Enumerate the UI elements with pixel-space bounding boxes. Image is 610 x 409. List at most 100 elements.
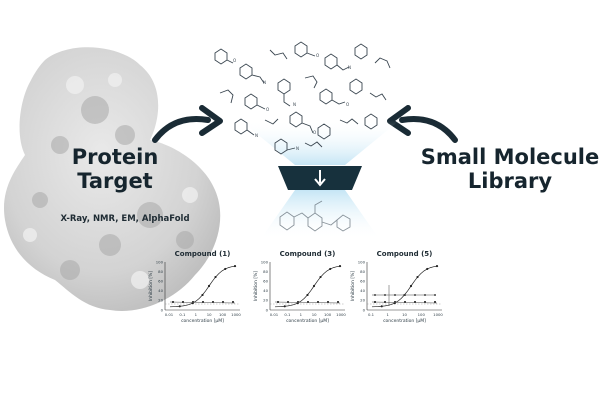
x-tick-label: 0.01	[270, 312, 279, 317]
flat-point	[232, 301, 234, 303]
y-tick-label: 60	[263, 279, 268, 284]
flat-curve	[371, 301, 438, 304]
x-tick-label: 0.01	[165, 312, 174, 317]
third-point	[394, 294, 396, 296]
curve-point	[207, 284, 211, 288]
flat-point	[394, 301, 396, 303]
plot-compound-5: Compound (5) 100 80 60 40 20 00.1 1 10 100 1000 con…	[350, 250, 443, 324]
curve-point	[329, 267, 332, 271]
y-axis-label: Inhibition [%]	[350, 271, 356, 301]
x-tick-label: 1	[387, 312, 390, 317]
x-tick-label: 10	[402, 312, 407, 317]
flat-point	[307, 301, 309, 303]
third-point	[424, 294, 426, 296]
x-tick-label: 0.1	[368, 312, 375, 317]
plot-compound-1: Compound (1) 100 80 60 40 20 00.01 0.1 1 10 100 100…	[148, 250, 241, 324]
x-tick-label: 0.1	[179, 312, 186, 317]
x-tick-label: 10	[312, 312, 317, 317]
y-tick-label: 60	[360, 279, 365, 284]
x-tick-label: 10	[207, 312, 212, 317]
library-title-line1: Small Molecule	[420, 145, 600, 169]
curve-point	[409, 284, 413, 288]
x-tick-label: 100	[324, 312, 332, 317]
x-axis-label: concentration [µM]	[383, 318, 426, 324]
y-tick-label: 0	[363, 307, 366, 312]
flat-point	[327, 301, 329, 303]
third-point	[414, 294, 416, 296]
flat-point	[414, 301, 416, 303]
flat-point	[337, 301, 339, 303]
curve-point	[233, 264, 237, 268]
curve-point	[214, 275, 217, 279]
x-tick-label: 1	[195, 312, 198, 317]
svg-text:N: N	[348, 65, 351, 70]
curve-point	[380, 305, 383, 308]
svg-text:N: N	[296, 146, 299, 151]
curve-point	[224, 267, 227, 271]
flat-curve	[274, 301, 341, 304]
curve-point	[306, 293, 309, 297]
svg-text:N: N	[255, 133, 258, 138]
third-point	[434, 294, 436, 296]
x-tick-label: 100	[418, 312, 426, 317]
library-title-line2: Library	[467, 168, 553, 193]
flat-point	[404, 301, 406, 303]
curve-point	[319, 275, 322, 279]
x-tick-label: 1000	[433, 312, 443, 317]
y-tick-label: 20	[158, 298, 163, 303]
curve-point	[416, 275, 419, 279]
curve-point	[178, 305, 181, 308]
curve-point	[435, 264, 439, 268]
flat-point	[317, 301, 319, 303]
x-axis-label: concentration [µM]	[181, 318, 224, 324]
molecule-library-sketches: O N O N O N O N O N	[214, 41, 391, 155]
sigmoid-curve	[371, 265, 438, 308]
y-tick-label: 80	[158, 269, 163, 274]
curve-point	[426, 267, 429, 271]
x-tick-label: 1000	[231, 312, 241, 317]
flat-point	[192, 301, 194, 303]
y-tick-label: 100	[156, 259, 164, 264]
plot-title: Compound (3)	[280, 250, 336, 258]
svg-text:O: O	[313, 130, 316, 135]
y-tick-label: 20	[360, 298, 365, 303]
y-axis-label: Inhibition [%]	[148, 271, 154, 301]
plot-title: Compound (1)	[175, 250, 231, 258]
y-tick-label: 100	[358, 259, 366, 264]
svg-text:N: N	[293, 102, 296, 107]
flat-point	[202, 301, 204, 303]
flat-point	[434, 301, 436, 303]
flat-point	[212, 301, 214, 303]
curve-point	[283, 305, 286, 308]
protein-methods-label: X-Ray, NMR, EM, AlphaFold	[60, 214, 190, 224]
protein-title-line2: Target	[77, 168, 153, 193]
third-point	[374, 294, 376, 296]
left-curved-arrow-icon	[152, 105, 223, 143]
hit-molecule-sketch	[279, 200, 351, 232]
y-tick-label: 20	[263, 298, 268, 303]
protein-title-line1: Protein	[71, 145, 159, 169]
sigmoid-curve	[274, 265, 341, 308]
curve-point	[201, 293, 204, 297]
flat-point	[297, 301, 299, 303]
sigmoid-curve	[169, 265, 236, 308]
flat-point	[424, 301, 426, 303]
flat-curve	[169, 301, 236, 304]
flat-point	[222, 301, 224, 303]
y-tick-label: 0	[266, 307, 269, 312]
x-tick-label: 1	[300, 312, 303, 317]
curve-point	[312, 284, 316, 288]
x-tick-label: 0.1	[284, 312, 291, 317]
x-tick-label: 100	[219, 312, 227, 317]
y-tick-label: 40	[158, 288, 163, 293]
small-molecule-library-title: Small Molecule Library	[410, 145, 610, 193]
y-tick-label: 40	[263, 288, 268, 293]
curve-point	[338, 264, 342, 268]
y-axis-label: Inhibition [%]	[253, 271, 259, 301]
protein-surface-image	[4, 47, 221, 311]
svg-text:O: O	[346, 102, 349, 107]
y-tick-label: 40	[360, 288, 365, 293]
svg-text:O: O	[316, 53, 319, 58]
protein-target-title: Protein Target	[50, 145, 180, 193]
